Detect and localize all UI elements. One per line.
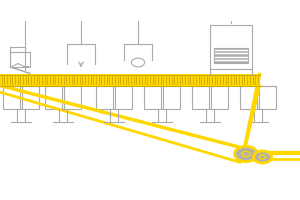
Bar [116, 86, 132, 108]
Bar [192, 86, 208, 108]
Bar [22, 86, 39, 108]
Circle shape [242, 151, 250, 157]
Bar [45, 86, 62, 108]
Circle shape [260, 155, 266, 159]
Bar [212, 86, 228, 108]
Bar [214, 47, 248, 62]
Bar [240, 86, 256, 108]
Bar [96, 86, 112, 108]
Bar [11, 51, 30, 66]
Bar [64, 86, 81, 108]
Circle shape [254, 151, 272, 163]
Bar [164, 86, 180, 108]
Bar [260, 86, 276, 108]
Circle shape [235, 146, 257, 162]
Bar [0, 74, 260, 86]
Bar [3, 86, 20, 108]
Bar [144, 86, 160, 108]
Bar [210, 24, 252, 68]
